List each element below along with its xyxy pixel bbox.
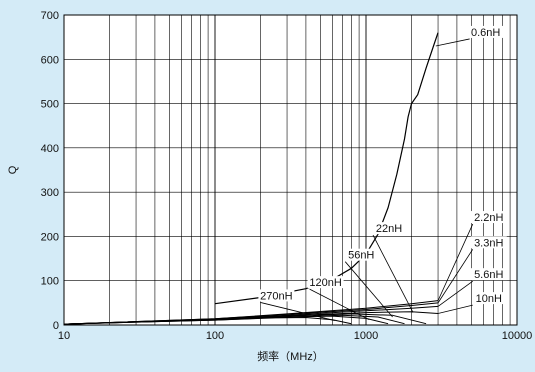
series-annotation-label: 5.6nH (474, 269, 503, 281)
leader-line (309, 288, 370, 321)
series-annotation-label: 0.6nH (471, 27, 500, 39)
label-backdrop (307, 276, 344, 289)
x-axis-label: 频率（MHz） (257, 349, 324, 363)
label-backdrop (470, 236, 507, 249)
label-backdrop (346, 248, 377, 261)
leader-line (437, 223, 474, 301)
series-annotation-label: 3.3nH (474, 237, 503, 249)
series-annotation-label: 120nH (309, 277, 341, 289)
label-backdrop (470, 268, 507, 281)
series-line-270nH (63, 317, 352, 325)
x-tick-label: 1000 (354, 330, 378, 342)
series-annotation-label: 22nH (376, 223, 402, 235)
tick-labels: 10 100 1000 10000 0 100 200 300 400 500 600 700 (41, 10, 533, 342)
y-tick-label: 600 (41, 54, 59, 66)
x-tick-label: 10000 (502, 330, 533, 342)
y-tick-label: 500 (41, 99, 59, 111)
leader-line (437, 280, 473, 307)
leader-line (344, 261, 393, 318)
label-backdrop (470, 211, 507, 224)
series-annotation-label: 2.2nH (474, 212, 503, 224)
leader-line (437, 304, 473, 314)
label-backdrop (258, 289, 295, 302)
y-axis-label: Q (7, 165, 19, 174)
series-annotation-label: 10nH (476, 293, 502, 305)
series-annotation-label: 56nH (348, 250, 374, 262)
x-tick-label: 100 (206, 330, 224, 342)
label-backdrop (473, 292, 504, 305)
series-annotation-label: 270nH (260, 290, 292, 302)
plot-frame (63, 14, 518, 326)
leader-line (372, 234, 414, 313)
y-tick-label: 400 (41, 143, 59, 155)
annotations-group: 0.6nH 22nH 56nH 120nH 270nH 2.2nH 3.3nH 5.6nH 10… (258, 25, 507, 321)
leader-line (435, 38, 470, 47)
plot-background (64, 15, 517, 325)
y-tick-label: 0 (53, 320, 59, 332)
y-tick-label: 300 (41, 187, 59, 199)
y-tick-label: 100 (41, 276, 59, 288)
x-tick-label: 10 (58, 330, 70, 342)
label-backdrop (374, 222, 404, 235)
y-tick-label: 700 (41, 10, 59, 22)
leader-line (260, 302, 335, 321)
label-backdrop (467, 25, 504, 38)
leader-line (437, 249, 474, 304)
y-tick-label: 200 (41, 231, 59, 243)
